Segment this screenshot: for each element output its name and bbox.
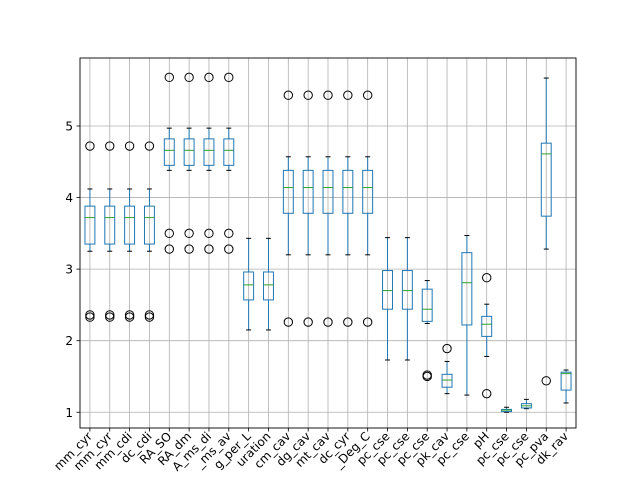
outlier-point [124,312,135,322]
box-body [163,138,175,166]
box-body [560,371,572,391]
box-3 [124,141,136,322]
box-24 [540,77,552,386]
y-tick-label: 4 [65,191,73,205]
box-17 [401,237,413,361]
outlier-point [204,244,214,254]
box-13 [322,90,334,327]
y-tick-label: 3 [65,263,73,277]
box-2 [104,141,116,322]
box-body [362,169,374,214]
outlier-point [204,228,214,239]
box-10 [263,237,274,331]
box-body [322,169,334,214]
outlier-point [482,273,492,283]
box-6 [183,72,195,254]
box-body [203,138,215,166]
box-14 [342,90,354,327]
outlier-point [323,317,333,327]
outlier-point [144,141,155,151]
outlier-point [442,343,452,354]
outlier-point [343,90,353,100]
box-19 [441,343,453,395]
box-body [183,138,195,166]
outlier-point [224,72,234,83]
outlier-point [283,90,294,100]
outlier-point [164,244,174,254]
box-body [223,138,235,166]
y-tick-label: 5 [65,119,73,133]
box-body [143,205,155,245]
box-8 [223,72,235,254]
box-body [401,270,413,310]
outlier-point [362,90,373,100]
outlier-point [541,376,551,386]
y-tick-label: 1 [65,406,73,420]
outlier-point [422,370,432,380]
box-body [461,252,473,326]
box-body [481,315,493,337]
outlier-point [303,317,313,327]
outlier-point [124,141,135,151]
box-body [421,288,433,322]
outlier-point [184,244,194,254]
box-body [282,169,294,214]
box-body [302,169,314,214]
outlier-point [124,310,135,320]
box-11 [282,90,294,327]
box-18 [421,280,433,382]
box-1 [84,141,96,322]
box-22 [501,406,513,413]
box-body [382,270,393,310]
box-body [104,205,116,245]
box-23 [520,398,532,410]
outlier-point [85,312,95,322]
box-body [84,205,96,245]
outlier-point [362,317,373,327]
box-20 [461,234,473,396]
outlier-point [164,72,174,83]
box-layer [84,72,572,413]
box-7 [203,72,215,254]
outlier-point [164,228,174,239]
box-21 [481,273,493,399]
outlier-point [144,310,155,320]
outlier-point [105,312,115,322]
outlier-point [144,312,155,322]
outlier-point [184,72,194,83]
outlier-point [105,141,115,151]
box-body [243,271,255,301]
box-5 [163,72,175,254]
box-body [342,169,354,214]
box-16 [382,237,393,361]
outlier-point [85,141,95,151]
outlier-point [224,244,234,254]
outlier-point [283,317,294,327]
box-15 [362,90,374,327]
box-25 [560,369,572,404]
outlier-point [323,90,333,100]
outlier-point [85,310,95,320]
box-body [263,271,274,301]
box-body [124,205,136,245]
outlier-point [105,310,115,320]
outlier-point [482,388,492,399]
outlier-point [303,90,313,100]
box-4 [143,141,155,322]
box-body [441,373,453,388]
box-12 [302,90,314,327]
outlier-point [204,72,214,83]
box-body [540,142,552,217]
outlier-point [343,317,353,327]
box-9 [243,237,255,331]
outlier-point [184,228,194,239]
outlier-point [224,228,234,239]
y-tick-label: 2 [65,334,73,348]
